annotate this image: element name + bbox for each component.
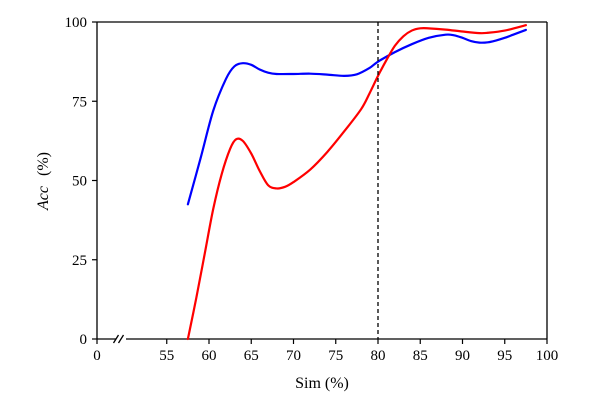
ticks-layer: 0 55 60 65 70 75 80 85 90 95 100 0 25 50 75 100 <box>65 15 559 364</box>
y-axis-label: Acc (%) <box>35 152 52 211</box>
x-tick-label: 65 <box>244 348 259 364</box>
y-axis-label-unit: (%) <box>35 152 52 176</box>
y-tick-label: 25 <box>72 253 87 269</box>
series-line-2 <box>186 24 527 341</box>
y-tick-label: 75 <box>72 94 87 110</box>
x-tick-label: 90 <box>455 348 470 364</box>
x-tick-label: 95 <box>497 348 512 364</box>
y-tick-label: 100 <box>65 15 88 31</box>
series-line-1 <box>186 28 527 206</box>
axes <box>96 21 548 344</box>
x-axis-label: Sim (%) <box>295 375 349 392</box>
x-tick-label: 55 <box>159 348 174 364</box>
x-axis-break-mark <box>112 334 125 344</box>
x-tick-label: 85 <box>413 348 428 364</box>
x-tick-label: 60 <box>202 348 217 364</box>
y-axis-label-italic: Acc <box>35 186 52 211</box>
x-tick-label: 75 <box>328 348 343 364</box>
x-tick-label: 100 <box>536 348 559 364</box>
x-tick-label: 0 <box>93 348 101 364</box>
x-tick-label: 70 <box>286 348 301 364</box>
series-layer <box>186 22 527 341</box>
y-tick-label: 50 <box>72 174 87 190</box>
y-tick-label: 0 <box>80 332 88 348</box>
x-tick-label: 80 <box>371 348 386 364</box>
